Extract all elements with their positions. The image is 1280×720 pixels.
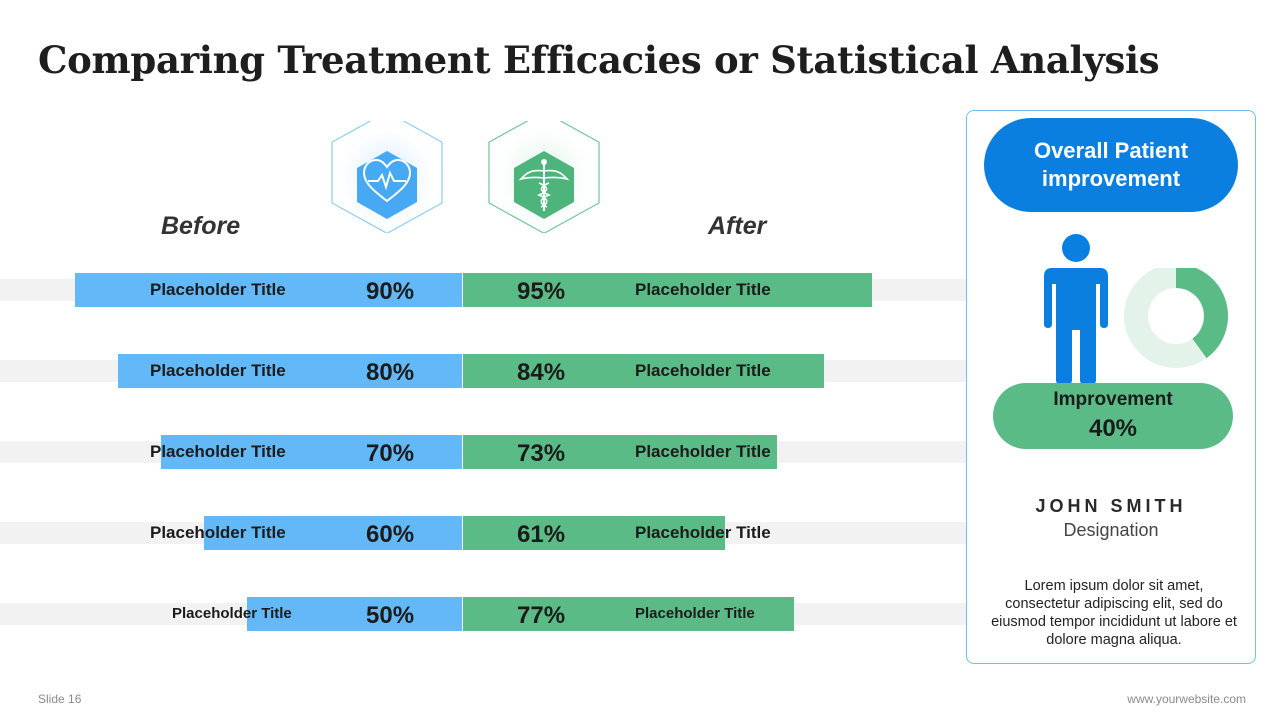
before-category-label: Placeholder Title	[172, 605, 292, 622]
person-designation: Designation	[1063, 520, 1159, 540]
after-category-label: Placeholder Title	[635, 361, 771, 380]
person-icon	[1038, 232, 1114, 389]
before-value-label: 60%	[366, 521, 415, 548]
after-value-label: 61%	[517, 521, 566, 548]
before-label: Before	[161, 212, 241, 240]
before-value-label: 50%	[366, 602, 415, 629]
before-category-label: Placeholder Title	[150, 361, 286, 380]
before-bar	[247, 597, 462, 631]
after-value-label: 95%	[517, 278, 566, 305]
after-category-label: Placeholder Title	[635, 442, 771, 461]
page-title: Comparing Treatment Efficacies or Statis…	[38, 38, 1160, 82]
after-bar	[463, 597, 795, 631]
before-category-label: Placeholder Title	[150, 523, 286, 542]
after-value-label: 77%	[517, 602, 566, 629]
after-bar	[463, 435, 777, 469]
panel-description: Lorem ipsum dolor sit amet, consectetur …	[991, 578, 1237, 648]
after-value-label: 84%	[517, 359, 566, 386]
after-label: After	[708, 212, 767, 240]
before-category-label: Placeholder Title	[150, 280, 286, 299]
after-bar	[463, 516, 726, 550]
after-category-label: Placeholder Title	[635, 280, 771, 299]
heart-rate-icon	[324, 121, 450, 233]
after-value-label: 73%	[517, 440, 566, 467]
before-bar	[204, 516, 462, 550]
slide-number: Slide 16	[38, 692, 82, 706]
website-url: www.yourwebsite.com	[1127, 692, 1246, 706]
before-bar	[75, 273, 462, 307]
person-name: JOHN SMITH	[1035, 496, 1187, 516]
improvement-donut-arc	[1175, 264, 1228, 359]
before-value-label: 80%	[366, 359, 415, 386]
before-category-label: Placeholder Title	[150, 442, 286, 461]
before-hexagon-badge	[324, 111, 450, 238]
after-category-label: Placeholder Title	[635, 523, 771, 542]
before-bar	[118, 354, 462, 388]
improvement-donut	[1122, 264, 1232, 373]
before-value-label: 70%	[366, 440, 415, 467]
after-bar	[463, 273, 872, 307]
improvement-pill: Improvement 40%	[993, 383, 1233, 449]
after-bar	[463, 354, 825, 388]
after-category-label: Placeholder Title	[635, 605, 755, 622]
improvement-value: 40%	[1088, 415, 1138, 442]
caduceus-icon	[481, 121, 607, 233]
before-value-label: 90%	[366, 278, 415, 305]
improvement-label: Improvement	[1053, 389, 1173, 410]
before-bar	[161, 435, 462, 469]
panel-heading: Overall Patient improvement	[984, 118, 1238, 212]
